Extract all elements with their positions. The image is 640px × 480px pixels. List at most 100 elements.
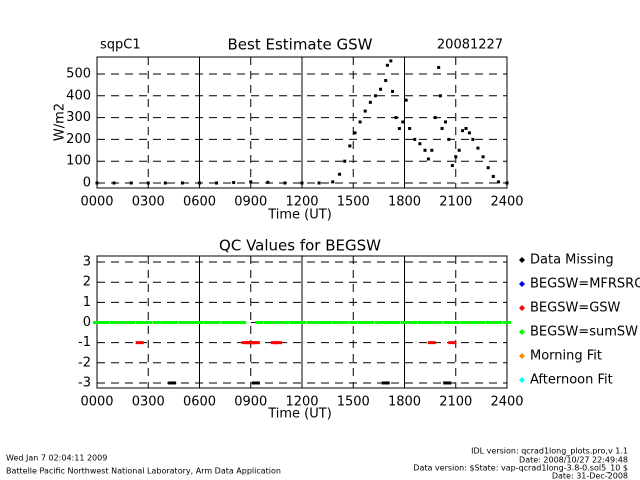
x-tick-label: 1200 <box>285 195 318 210</box>
data-point <box>95 181 99 185</box>
legend-marker <box>519 281 525 287</box>
footer-idl-date: Date: 2008/10/27 22:49:48 <box>519 456 628 465</box>
y-axis-label: W/m2 <box>53 103 68 141</box>
x-tick-label: 0000 <box>80 395 113 410</box>
data-point <box>110 321 119 325</box>
data-point <box>457 148 461 152</box>
legend-entry: BEGSW=MFRSRG <box>530 277 640 292</box>
data-point <box>494 321 503 325</box>
data-point <box>204 321 213 325</box>
data-point <box>135 341 144 345</box>
data-point <box>300 181 304 185</box>
data-point <box>266 180 270 184</box>
data-point <box>423 148 427 152</box>
x-tick-label: 0600 <box>183 195 216 210</box>
data-point <box>426 157 430 161</box>
data-point <box>476 146 480 150</box>
data-point <box>461 129 465 133</box>
data-point <box>381 381 390 385</box>
data-point <box>349 321 358 325</box>
data-point <box>129 181 133 185</box>
data-point <box>135 321 144 325</box>
chart-title: Best Estimate GSW <box>228 36 373 54</box>
data-point <box>315 321 324 325</box>
x-tick-label: 2100 <box>439 195 472 210</box>
plot-frame <box>96 56 508 189</box>
data-point <box>430 148 434 152</box>
data-point <box>280 321 289 325</box>
legend-marker <box>519 377 525 383</box>
data-point <box>426 321 435 325</box>
data-point <box>451 321 460 325</box>
data-point <box>434 321 443 325</box>
legend-entry: Data Missing <box>530 253 614 268</box>
x-tick-label: 1500 <box>337 195 370 210</box>
y-tick-label: 500 <box>66 67 91 82</box>
data-point <box>146 181 150 185</box>
data-point <box>486 166 490 170</box>
data-point <box>212 321 221 325</box>
date-label: 20081227 <box>437 38 503 53</box>
data-point <box>112 181 116 185</box>
data-point <box>397 126 401 130</box>
data-point <box>272 321 281 325</box>
data-point <box>379 87 383 91</box>
y-tick-label: -2 <box>78 355 91 370</box>
data-point <box>249 180 253 184</box>
data-point <box>353 131 357 135</box>
data-point <box>477 321 486 325</box>
data-point <box>447 137 451 141</box>
data-point <box>363 109 367 113</box>
data-point <box>118 321 127 325</box>
x-tick-label: 2400 <box>490 395 523 410</box>
data-point <box>331 180 335 184</box>
data-point <box>343 159 347 163</box>
x-tick-label: 0000 <box>80 195 113 210</box>
data-point <box>389 59 393 63</box>
data-point <box>443 381 452 385</box>
data-point <box>427 341 436 345</box>
x-tick-label: 1800 <box>388 395 421 410</box>
data-point <box>283 181 287 185</box>
data-point <box>471 137 475 141</box>
site-label: sqpC1 <box>100 38 141 53</box>
data-point <box>464 126 468 130</box>
data-point <box>168 381 177 385</box>
data-point <box>417 321 426 325</box>
data-point <box>444 120 447 124</box>
legend-entry: Afternoon Fit <box>530 373 613 388</box>
x-tick-label: 1200 <box>285 395 318 410</box>
x-tick-label: 0900 <box>234 195 267 210</box>
y-tick-label: 3 <box>83 255 91 270</box>
data-point <box>383 321 392 325</box>
y-tick-label: 200 <box>66 132 91 147</box>
data-point <box>391 89 395 93</box>
data-point <box>440 126 444 130</box>
y-tick-label: -1 <box>78 335 91 350</box>
data-point <box>358 120 362 124</box>
data-point <box>323 321 332 325</box>
data-point <box>460 321 469 325</box>
y-tick-label: 400 <box>66 88 91 103</box>
data-point <box>394 116 398 120</box>
data-point <box>505 181 509 185</box>
data-point <box>232 181 236 185</box>
x-tick-label: 0900 <box>234 395 267 410</box>
data-point <box>317 181 321 185</box>
data-point <box>298 321 306 325</box>
data-point <box>195 321 204 325</box>
data-point <box>251 381 260 385</box>
data-point <box>400 321 409 325</box>
data-point <box>338 172 342 176</box>
y-tick-label: 0 <box>83 175 91 190</box>
footer-timestamp: Wed Jan 7 02:04:11 2009 <box>6 454 107 463</box>
data-point <box>448 341 457 345</box>
data-point <box>180 181 184 185</box>
x-tick-label: 0600 <box>183 395 216 410</box>
x-tick-label: 1500 <box>337 395 370 410</box>
data-point <box>401 120 405 124</box>
x-tick-label: 2400 <box>490 195 523 210</box>
y-tick-label: 300 <box>66 110 91 125</box>
data-point <box>437 65 441 69</box>
